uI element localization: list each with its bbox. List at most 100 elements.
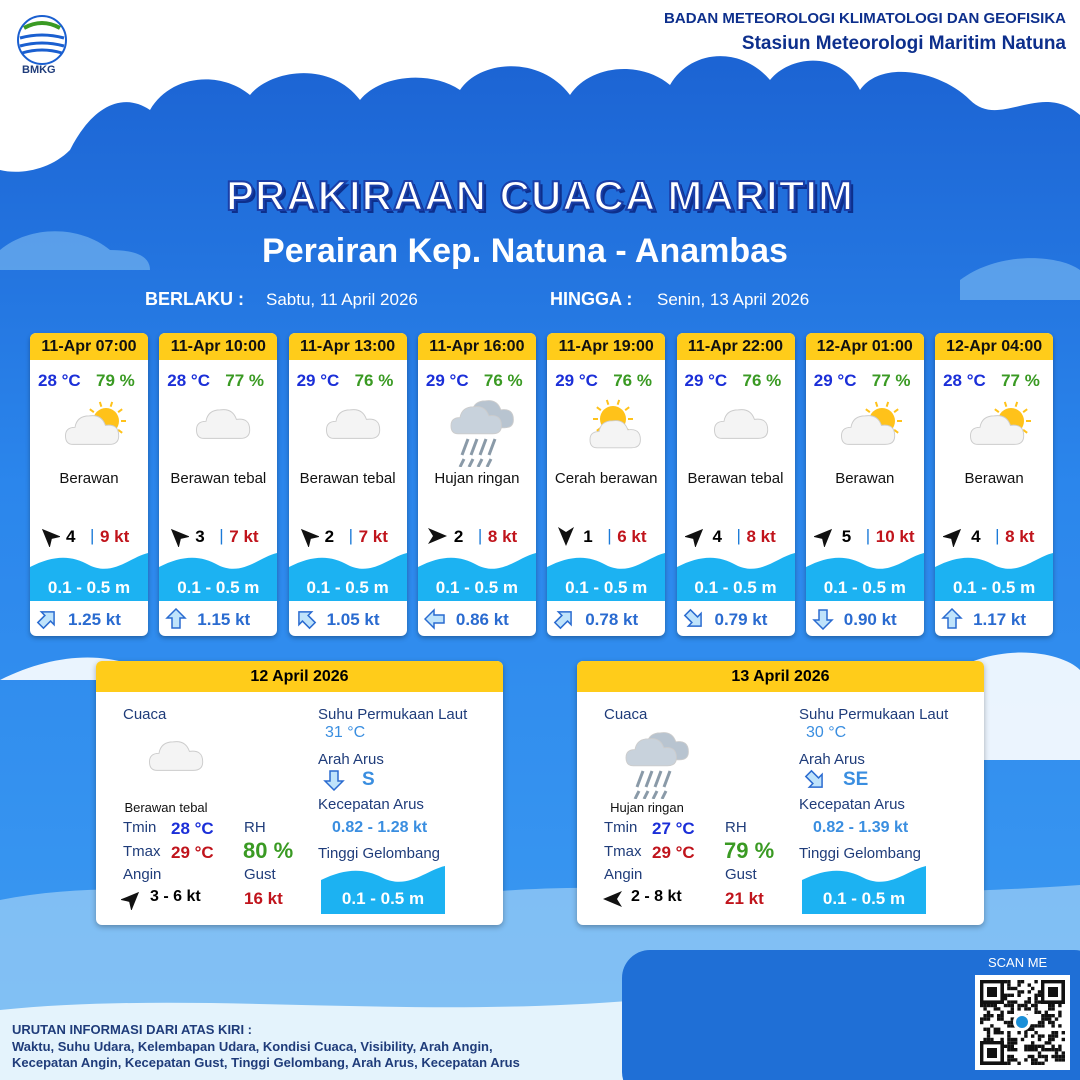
sst: 31 °C — [325, 724, 366, 741]
label: Cuaca — [604, 706, 648, 723]
wave-height: 0.1 - 0.5 m — [177, 578, 260, 597]
condition: Berawan tebal — [299, 470, 396, 487]
weather-icon — [571, 397, 647, 472]
air-temp: 28 °C — [943, 371, 986, 390]
forecast-time: 11-Apr 13:00 — [288, 333, 407, 360]
forecast-time: 11-Apr 19:00 — [547, 333, 666, 360]
wave-fill — [321, 866, 445, 919]
label: Cuaca — [123, 706, 167, 723]
forecast-time: 11-Apr 07:00 — [30, 333, 148, 360]
daily-panel: 12 April 2026 Cuaca Berawan tebal Tmin 28 °C… — [96, 661, 503, 925]
wave-fill — [288, 553, 407, 606]
label: Suhu Permukaan Laut — [318, 706, 468, 723]
wave-height: 0.1 - 0.5 m — [823, 578, 906, 597]
wind-speed: 4 — [971, 527, 981, 546]
air-temp: 28 °C — [167, 371, 211, 390]
rh: 79 % — [724, 838, 775, 863]
humidity: 77 % — [225, 371, 265, 390]
tmax: 29 °C — [171, 843, 214, 862]
weather-icon — [313, 397, 389, 472]
weather-icon — [442, 397, 518, 472]
qr-code — [975, 975, 1070, 1070]
separator: | — [995, 526, 1000, 545]
weather-icon — [136, 729, 216, 804]
gust: 8 kt — [487, 527, 518, 546]
weather-icon — [183, 397, 259, 472]
forecast-card: 11-Apr 07:00 28 °C 79 % Berawan 4 | 9 kt 0.1 - … — [30, 333, 148, 636]
weather-icon — [701, 397, 777, 472]
wind-arrow — [555, 525, 577, 552]
current-arrow — [165, 607, 188, 635]
condition: Berawan — [964, 470, 1024, 487]
wind-speed: 4 — [712, 527, 722, 546]
wind-arrow — [426, 525, 448, 552]
humidity: 79 % — [96, 371, 135, 390]
wave-fill — [547, 553, 666, 606]
current-speed: 0.78 kt — [585, 610, 639, 629]
label: Tmin — [604, 819, 638, 836]
current-speed: 0.90 kt — [843, 610, 897, 629]
wave-fill — [417, 553, 536, 606]
gust: 8 kt — [746, 527, 776, 546]
wind-speed: 1 — [583, 527, 593, 546]
label: Tinggi Gelombang — [799, 845, 922, 862]
from-date: Sabtu, 11 April 2026 — [266, 290, 418, 309]
wave-fill — [935, 553, 1054, 606]
wave-height: 0.1 - 0.5 m — [435, 578, 518, 597]
wind-speed: 2 — [324, 527, 335, 546]
label: Arah Arus — [318, 751, 384, 768]
air-temp: 29 °C — [813, 371, 857, 390]
wind-arrow — [297, 525, 320, 552]
humidity: 76 % — [354, 371, 394, 390]
current-arrow — [683, 608, 705, 635]
wave-height: 0.1 - 0.5 m — [694, 578, 777, 597]
wave-height: 0.1 - 0.5 m — [341, 889, 425, 908]
label: Tinggi Gelombang — [318, 845, 441, 862]
to-label: HINGGA : — [550, 289, 633, 309]
gust: 10 kt — [875, 527, 915, 546]
separator: | — [477, 526, 483, 545]
forecast-card: 12-Apr 01:00 29 °C 77 % Berawan 5 | 10 kt 0.1 -… — [805, 333, 924, 636]
panel-date: 13 April 2026 — [577, 661, 984, 692]
label: Arah Arus — [799, 751, 865, 768]
station: Stasiun Meteorologi Maritim Natuna — [741, 33, 1066, 54]
forecast-card: 11-Apr 19:00 29 °C 76 % Cerah berawan 1 | 6 kt… — [547, 333, 666, 636]
wind-arrow — [683, 525, 707, 552]
to-date: Senin, 13 April 2026 — [657, 290, 810, 309]
forecast-time: 12-Apr 01:00 — [805, 333, 924, 360]
weather-icon — [959, 397, 1035, 472]
separator: | — [607, 526, 612, 545]
air-temp: 29 °C — [425, 371, 469, 390]
current-arrow — [36, 608, 58, 635]
current-arrow — [323, 769, 345, 796]
tmin: 27 °C — [652, 819, 695, 838]
label: Tmax — [604, 843, 642, 860]
condition: Hujan ringan — [610, 800, 684, 815]
gust: 9 kt — [100, 527, 130, 546]
condition: Hujan ringan — [434, 470, 520, 487]
forecast-time: 12-Apr 04:00 — [935, 333, 1054, 360]
condition: Berawan — [59, 470, 119, 487]
label: RH — [725, 819, 747, 836]
current-speed: 0.86 kt — [455, 610, 509, 629]
current-arrow — [423, 608, 446, 635]
current-arrow — [553, 608, 575, 635]
label: Gust — [725, 866, 757, 883]
forecast-time: 11-Apr 10:00 — [159, 333, 278, 360]
weather-icon — [617, 729, 697, 804]
current-arrow — [811, 608, 834, 635]
condition: Berawan tebal — [687, 470, 784, 487]
air-temp: 29 °C — [684, 371, 728, 390]
forecast-card: 11-Apr 13:00 29 °C 76 % Berawan tebal 2 | 7 kt… — [288, 333, 407, 636]
legend-line: Waktu, Suhu Udara, Kelembapan Udara, Kon… — [12, 1039, 493, 1054]
condition: Cerah berawan — [554, 470, 658, 487]
wave-height: 0.1 - 0.5 m — [952, 578, 1036, 597]
label: Tmax — [123, 843, 161, 860]
separator: | — [90, 526, 95, 545]
agency: BADAN METEOROLOGI KLIMATOLOGI DAN GEOFIS… — [664, 10, 1066, 27]
current-speed: 1.17 kt — [973, 610, 1027, 629]
forecast-card: 11-Apr 16:00 29 °C 76 % Hujan ringan 2 | 8 kt 0… — [417, 333, 536, 636]
gust: 21 kt — [725, 889, 764, 908]
title: PRAKIRAAN CUACA MARITIM — [225, 171, 855, 220]
gust: 16 kt — [244, 889, 283, 908]
